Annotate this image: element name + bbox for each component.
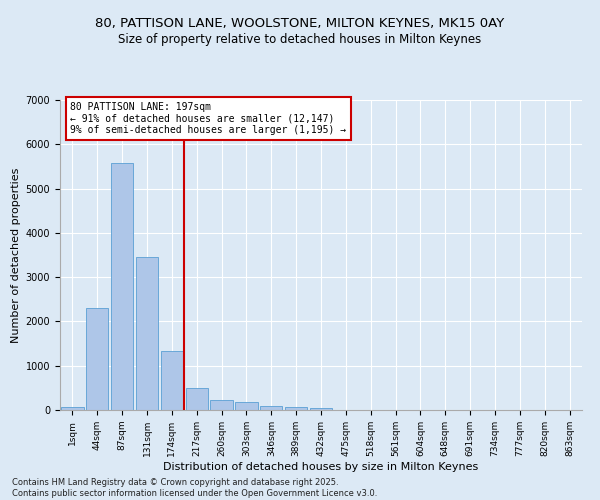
Bar [185,388,208,410]
Bar [86,308,109,410]
X-axis label: Distribution of detached houses by size in Milton Keynes: Distribution of detached houses by size … [163,462,479,471]
Y-axis label: Number of detached properties: Number of detached properties [11,168,22,342]
Text: Size of property relative to detached houses in Milton Keynes: Size of property relative to detached ho… [118,32,482,46]
Bar [285,407,307,410]
Bar [211,400,233,410]
Text: Contains HM Land Registry data © Crown copyright and database right 2025.
Contai: Contains HM Land Registry data © Crown c… [12,478,377,498]
Bar [260,406,283,410]
Bar [310,408,332,410]
Text: 80, PATTISON LANE, WOOLSTONE, MILTON KEYNES, MK15 0AY: 80, PATTISON LANE, WOOLSTONE, MILTON KEY… [95,18,505,30]
Bar [61,406,83,410]
Bar [161,350,183,410]
Bar [136,257,158,410]
Bar [235,402,257,410]
Text: 80 PATTISON LANE: 197sqm
← 91% of detached houses are smaller (12,147)
9% of sem: 80 PATTISON LANE: 197sqm ← 91% of detach… [70,102,347,134]
Bar [111,164,133,410]
